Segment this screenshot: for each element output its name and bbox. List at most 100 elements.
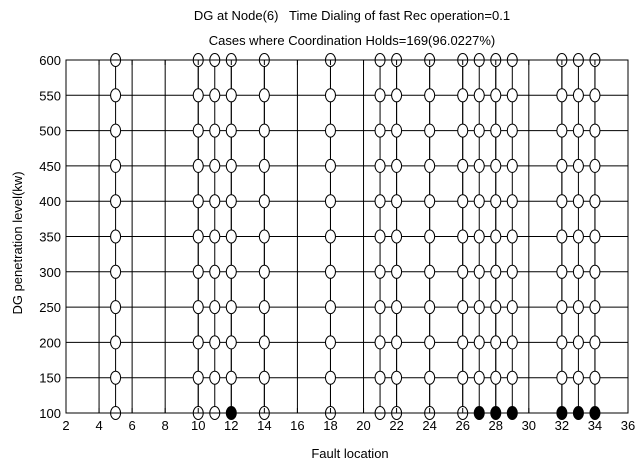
data-point-holds	[209, 123, 221, 138]
data-point-holds	[572, 229, 584, 244]
data-point-holds	[110, 335, 122, 350]
data-point-holds	[391, 123, 403, 138]
data-point-holds	[556, 335, 568, 350]
data-point-holds	[457, 158, 469, 173]
data-point-holds	[374, 335, 386, 350]
data-point-holds	[391, 194, 403, 209]
data-points	[110, 53, 601, 420]
data-point-holds	[225, 370, 237, 385]
data-point-holds	[110, 194, 122, 209]
data-point-holds	[225, 194, 237, 209]
data-point-holds	[506, 264, 518, 279]
x-tick-label: 6	[129, 418, 136, 433]
data-point-holds	[556, 370, 568, 385]
x-tick-label: 36	[621, 418, 635, 433]
data-point-holds	[110, 300, 122, 315]
data-point-holds	[589, 335, 601, 350]
data-point-holds	[473, 370, 485, 385]
data-point-holds	[556, 300, 568, 315]
data-point-holds	[490, 264, 502, 279]
data-point-holds	[473, 158, 485, 173]
data-point-holds	[110, 123, 122, 138]
data-point-holds	[473, 264, 485, 279]
x-tick-label: 10	[191, 418, 205, 433]
data-point-holds	[192, 300, 204, 315]
y-tick-label: 350	[39, 230, 61, 245]
data-point-holds	[258, 264, 270, 279]
data-point-holds	[424, 335, 436, 350]
data-point-holds	[258, 370, 270, 385]
x-tick-label: 2	[62, 418, 69, 433]
data-point-holds	[110, 229, 122, 244]
data-point-holds	[324, 88, 336, 103]
data-point-holds	[473, 229, 485, 244]
data-point-holds	[192, 194, 204, 209]
data-point-holds	[490, 300, 502, 315]
data-point-holds	[225, 300, 237, 315]
x-tick-label: 16	[290, 418, 304, 433]
data-point-holds	[490, 123, 502, 138]
data-point-holds	[258, 229, 270, 244]
x-tick-label: 20	[356, 418, 370, 433]
data-point-holds	[209, 335, 221, 350]
data-point-holds	[572, 88, 584, 103]
data-point-holds	[506, 123, 518, 138]
data-point-holds	[506, 370, 518, 385]
data-point-holds	[490, 88, 502, 103]
data-point-holds	[457, 88, 469, 103]
data-point-holds	[506, 229, 518, 244]
data-point-holds	[457, 370, 469, 385]
x-tick-label: 14	[257, 418, 271, 433]
data-point-holds	[556, 194, 568, 209]
data-point-holds	[457, 123, 469, 138]
data-point-holds	[225, 264, 237, 279]
data-point-holds	[324, 194, 336, 209]
data-point-holds	[473, 194, 485, 209]
data-point-holds	[589, 300, 601, 315]
data-point-holds	[110, 264, 122, 279]
y-tick-label: 250	[39, 300, 61, 315]
data-point-holds	[473, 88, 485, 103]
data-point-holds	[589, 194, 601, 209]
plot-area-frame	[65, 59, 629, 414]
data-point-holds	[589, 370, 601, 385]
x-axis-label: Fault location	[311, 446, 388, 461]
y-tick-label: 100	[39, 406, 61, 421]
data-point-holds	[490, 194, 502, 209]
data-point-holds	[324, 158, 336, 173]
data-point-holds	[209, 88, 221, 103]
data-point-holds	[374, 370, 386, 385]
grid-lines	[66, 59, 628, 414]
data-point-holds	[490, 335, 502, 350]
data-point-holds	[324, 229, 336, 244]
x-tick-label: 30	[522, 418, 536, 433]
y-tick-label: 550	[39, 88, 61, 103]
data-point-holds	[589, 264, 601, 279]
data-point-holds	[572, 194, 584, 209]
data-point-holds	[506, 335, 518, 350]
data-point-holds	[258, 123, 270, 138]
data-point-holds	[490, 158, 502, 173]
x-tick-label: 26	[455, 418, 469, 433]
y-tick-label: 450	[39, 159, 61, 174]
data-point-holds	[490, 370, 502, 385]
data-point-holds	[589, 158, 601, 173]
data-point-holds	[556, 123, 568, 138]
data-point-holds	[391, 158, 403, 173]
data-point-holds	[391, 264, 403, 279]
y-tick-label: 150	[39, 371, 61, 386]
x-tick-label: 4	[95, 418, 102, 433]
y-axis-label: DG penetration level(kw)	[10, 171, 25, 314]
x-tick-label: 8	[162, 418, 169, 433]
x-tick-label: 22	[389, 418, 403, 433]
data-point-holds	[473, 335, 485, 350]
data-point-holds	[424, 158, 436, 173]
data-point-holds	[572, 300, 584, 315]
data-point-holds	[457, 264, 469, 279]
data-point-holds	[110, 158, 122, 173]
data-point-holds	[391, 88, 403, 103]
data-point-holds	[324, 264, 336, 279]
data-point-holds	[424, 264, 436, 279]
data-point-holds	[391, 229, 403, 244]
